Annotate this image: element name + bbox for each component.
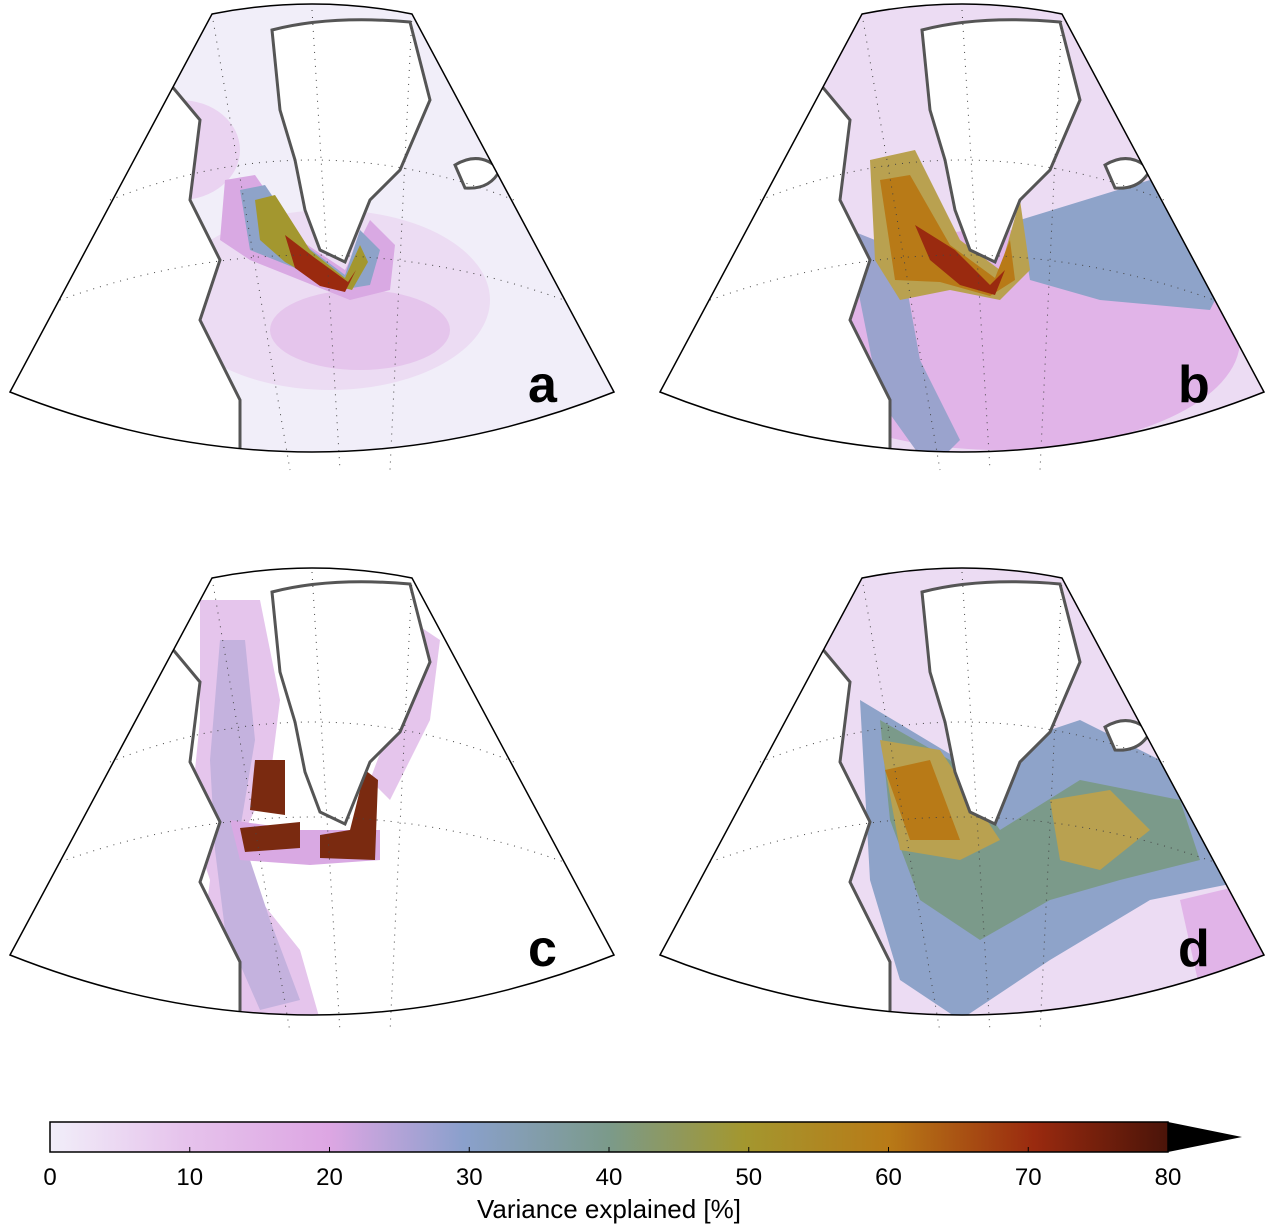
- map-panel-b: b: [658, 3, 1266, 471]
- colorbar-tick-label: 80: [1155, 1164, 1182, 1191]
- graticule-a: [59, 9, 565, 471]
- graticule-c: [59, 571, 565, 1033]
- colorbar-extend-arrow: [1168, 1122, 1242, 1152]
- colorbar-tick-label: 40: [596, 1164, 623, 1191]
- panel-label-b: b: [1178, 356, 1210, 414]
- map-panel-d: d: [658, 567, 1266, 1033]
- colorbar: 0 10 20 30 40 50 60 70 80 Variance explained [%]: [43, 1121, 1242, 1224]
- map-field-d: [660, 568, 1264, 1015]
- map-frame-c: [8, 567, 616, 1016]
- panel-label-c: c: [528, 920, 557, 978]
- colorbar-tick-label: 60: [875, 1164, 902, 1191]
- graticule-b: [709, 9, 1215, 471]
- colorbar-title: Variance explained [%]: [477, 1194, 741, 1224]
- panel-label-d: d: [1178, 920, 1210, 978]
- colorbar-tick-label: 20: [316, 1164, 343, 1191]
- map-field-b: [660, 4, 1264, 452]
- map-frame-b: [658, 3, 1266, 453]
- colorbar-tick-label: 50: [735, 1164, 762, 1191]
- colorbar-tick-label: 70: [1015, 1164, 1042, 1191]
- map-frame-d: [658, 567, 1266, 1016]
- map-panel-a: a: [8, 3, 616, 471]
- colorbar-tick-label: 10: [176, 1164, 203, 1191]
- map-panel-c: c: [8, 567, 616, 1033]
- map-frame-a: [8, 3, 616, 453]
- map-field-c: [10, 568, 614, 1015]
- panel-label-a: a: [528, 356, 558, 414]
- colorbar-tick-label: 0: [43, 1164, 56, 1191]
- graticule-d: [709, 571, 1215, 1033]
- colorbar-tick-label: 30: [456, 1164, 483, 1191]
- colorbar-ticks: 0 10 20 30 40 50 60 70 80: [43, 1147, 1181, 1191]
